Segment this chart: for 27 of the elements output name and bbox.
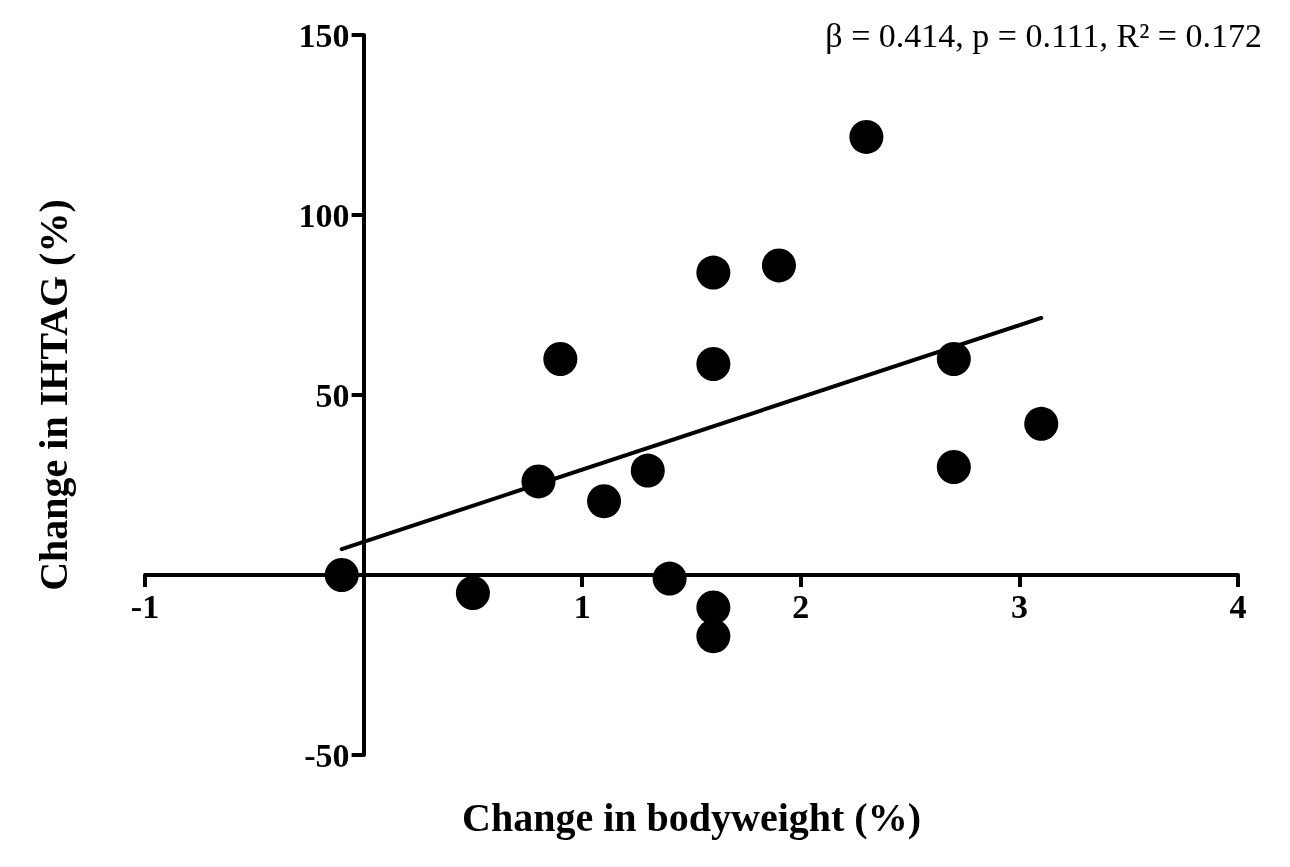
- point: [455, 576, 490, 610]
- y-axis-title: Change in IHTAG (%): [31, 199, 77, 591]
- point: [630, 453, 665, 488]
- point: [849, 119, 884, 154]
- point: [324, 558, 359, 592]
- point: [652, 561, 687, 596]
- x-tick-label: 4: [1229, 587, 1247, 625]
- point: [936, 450, 971, 484]
- point: [696, 255, 731, 290]
- point: [696, 347, 731, 382]
- x-tick-label: 2: [792, 587, 810, 625]
- point: [936, 342, 971, 376]
- x-tick-label: -1: [130, 587, 160, 625]
- point: [696, 590, 731, 625]
- point: [543, 342, 578, 376]
- y-tick-label: 50: [315, 376, 350, 414]
- x-tick-label: 3: [1010, 587, 1028, 625]
- point: [761, 248, 796, 283]
- point: [696, 619, 731, 654]
- x-axis-title: Change in bodyweight (%): [462, 794, 921, 840]
- y-tick-label: -50: [304, 736, 350, 774]
- y-tick-label: 150: [298, 16, 350, 54]
- x-tick-label: 1: [573, 587, 591, 625]
- annotation: β = 0.414, p = 0.111, R² = 0.172: [825, 16, 1262, 54]
- y-tick-label: 100: [298, 196, 350, 234]
- point: [587, 484, 622, 519]
- point: [1024, 406, 1059, 441]
